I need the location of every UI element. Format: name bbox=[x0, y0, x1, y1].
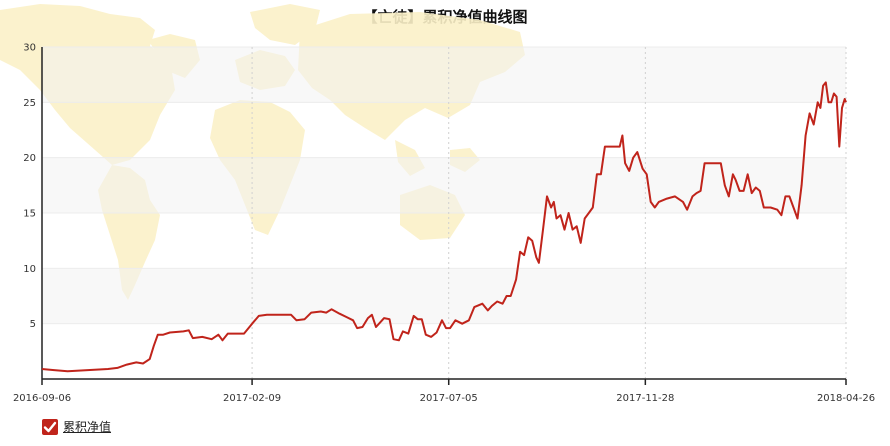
grid-band bbox=[42, 268, 846, 324]
x-tick-label: 2018-04-26 bbox=[817, 393, 875, 404]
x-tick-label: 2017-07-05 bbox=[420, 393, 478, 404]
y-tick-label: 15 bbox=[23, 209, 36, 220]
y-tick-label: 25 bbox=[23, 98, 36, 109]
y-tick-label: 10 bbox=[23, 264, 36, 275]
legend-item-cumulative-nav[interactable]: 累积净值 bbox=[42, 418, 111, 435]
series-line-cumulative-nav bbox=[41, 81, 847, 373]
x-tick-label: 2016-09-06 bbox=[13, 393, 71, 404]
checkmark-icon bbox=[43, 421, 57, 432]
y-tick-label: 5 bbox=[30, 319, 36, 330]
y-tick-label: 20 bbox=[23, 153, 36, 164]
x-tick-label: 2017-02-09 bbox=[223, 393, 281, 404]
y-tick-label: 30 bbox=[23, 43, 36, 54]
grid-band bbox=[42, 157, 846, 213]
x-tick-label: 2017-11-28 bbox=[616, 393, 674, 404]
legend-label: 累积净值 bbox=[63, 420, 112, 434]
grid-band bbox=[42, 47, 846, 103]
legend-checkbox[interactable] bbox=[42, 418, 58, 435]
